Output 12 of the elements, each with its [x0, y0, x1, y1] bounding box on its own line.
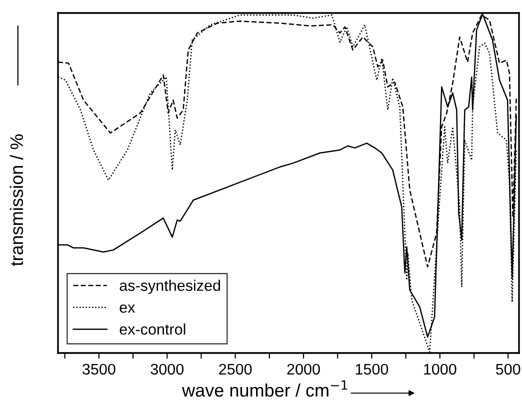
x-tick-label: 2500: [219, 364, 252, 375]
legend-label: ex: [120, 304, 136, 313]
legend-label: ex-control: [120, 323, 186, 335]
x-tick-label: 2000: [287, 364, 320, 375]
y-axis-title: transmission / %: [10, 134, 24, 266]
x-axis-title: wave number / cm$^{−1}$: [182, 380, 348, 397]
x-tick-label: 1500: [356, 364, 388, 375]
x-tick-label: 500: [496, 364, 520, 375]
legend-label: as-synthesized: [120, 280, 220, 294]
x-tick-label: 1000: [424, 364, 456, 375]
x-tick-label: 3000: [150, 364, 184, 375]
x-tick-label: 3500: [82, 364, 116, 375]
